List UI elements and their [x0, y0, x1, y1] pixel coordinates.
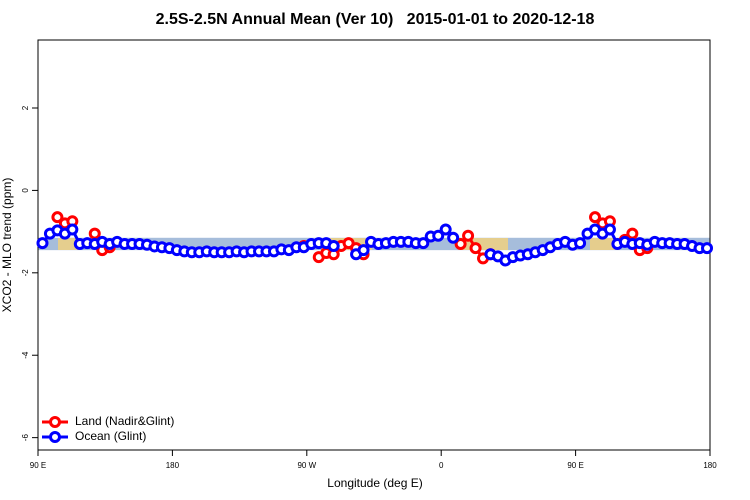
- x-tick-label: 90 W: [297, 461, 316, 470]
- legend-label: Ocean (Glint): [75, 429, 146, 443]
- data-point: [701, 242, 714, 255]
- y-tick-label: -2: [21, 269, 30, 277]
- data-point: [603, 223, 616, 236]
- data-point: [327, 240, 340, 253]
- data-point: [589, 211, 602, 224]
- x-tick-label: 180: [703, 461, 717, 470]
- y-tick-label: -4: [21, 351, 30, 359]
- data-point: [454, 237, 467, 250]
- data-point: [66, 223, 79, 236]
- data-point: [88, 227, 101, 240]
- land-patch: [58, 238, 80, 250]
- x-axis-label: Longitude (deg E): [327, 476, 422, 490]
- data-point: [357, 244, 370, 257]
- x-tick-label: 90 E: [30, 461, 46, 470]
- x-tick-label: 180: [166, 461, 180, 470]
- y-axis-label: XCO2 - MLO trend (ppm): [0, 178, 14, 313]
- y-tick-label: 0: [21, 188, 30, 193]
- x-tick-label: 0: [439, 461, 444, 470]
- data-point: [439, 223, 452, 236]
- data-point: [51, 211, 64, 224]
- legend-label: Land (Nadir&Glint): [75, 414, 174, 428]
- data-point: [417, 237, 430, 250]
- data-point: [469, 242, 482, 255]
- y-tick-label: 2: [21, 105, 30, 110]
- legend-marker: [49, 431, 61, 443]
- data-point: [462, 229, 475, 242]
- data-point: [36, 237, 49, 250]
- chart-title: 2.5S-2.5N Annual Mean (Ver 10) 2015-01-0…: [156, 11, 595, 28]
- data-point: [447, 231, 460, 244]
- x-tick-label: 90 E: [567, 461, 583, 470]
- y-tick-label: -6: [21, 434, 30, 442]
- data-point: [626, 227, 639, 240]
- legend-marker: [49, 416, 61, 428]
- data-point: [574, 237, 587, 250]
- data-point: [432, 229, 445, 242]
